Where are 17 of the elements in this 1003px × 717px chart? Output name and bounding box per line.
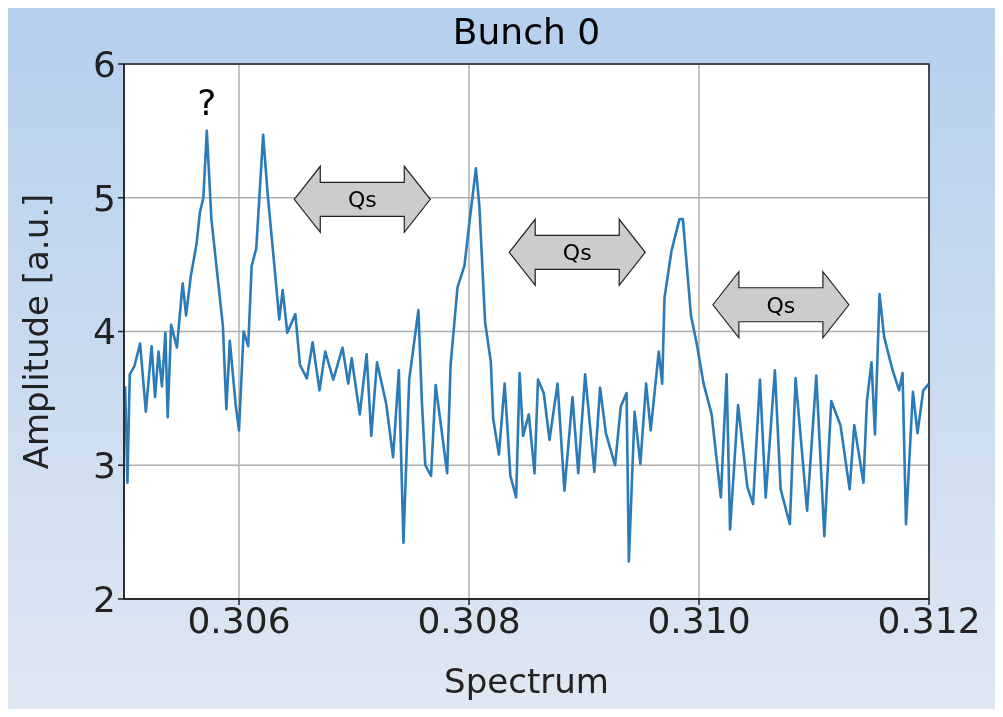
x-tick-label: 0.308 [417, 599, 521, 641]
line-series [124, 129, 929, 563]
annotation: Qs [347, 187, 377, 213]
x-tick-label: 0.310 [647, 599, 751, 641]
annotation: ? [197, 81, 217, 123]
y-tick-label: 3 [93, 445, 116, 487]
annotation: Qs [562, 240, 592, 266]
y-tick-label: 2 [93, 578, 116, 620]
y-tick-label: 5 [93, 177, 116, 219]
x-tick-label: 0.312 [877, 599, 981, 641]
y-axis-title: Amplitude [a.u.] [16, 193, 57, 470]
x-axis-title: Spectrum [444, 661, 609, 701]
y-tick-label: 6 [93, 43, 116, 85]
chart-title: Bunch 0 [451, 10, 602, 54]
y-tick-label: 4 [93, 311, 116, 353]
annotation: Qs [766, 292, 796, 318]
x-tick-label: 0.306 [187, 599, 291, 641]
